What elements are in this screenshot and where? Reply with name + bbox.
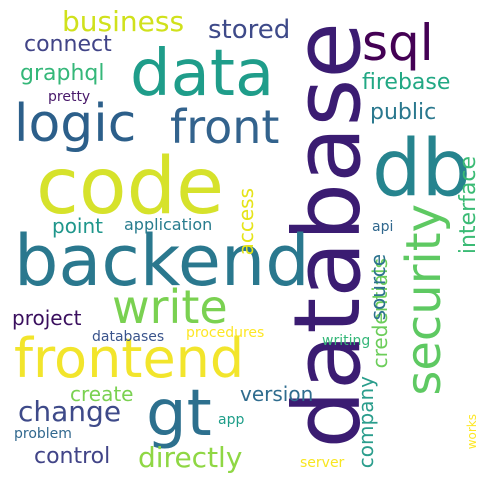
- word-server: server: [300, 455, 345, 471]
- word-pretty: pretty: [48, 89, 91, 105]
- word-application: application: [124, 215, 213, 234]
- word-access: access: [234, 188, 258, 256]
- word-point: point: [52, 214, 104, 238]
- word-directly: directly: [138, 441, 243, 474]
- word-app: app: [218, 412, 245, 428]
- word-works: works: [465, 414, 479, 450]
- word-change: change: [18, 395, 122, 428]
- word-frontend: frontend: [14, 327, 245, 390]
- word-create: create: [70, 382, 134, 406]
- word-stored: stored: [208, 15, 291, 45]
- word-connect: connect: [24, 32, 112, 57]
- word-backend: backend: [14, 220, 310, 302]
- word-api: api: [372, 219, 394, 235]
- word-graphql: graphql: [20, 61, 105, 86]
- word-data: data: [130, 37, 275, 111]
- word-logic: logic: [14, 94, 137, 154]
- word-firebase: firebase: [362, 70, 451, 95]
- word-writing: writing: [322, 333, 371, 349]
- word-source: source: [366, 254, 390, 321]
- word-databases: databases: [92, 329, 165, 345]
- word-problem: problem: [14, 426, 72, 442]
- word-gt: gt: [146, 377, 212, 451]
- word-db: db: [372, 124, 472, 214]
- word-security: security: [396, 204, 452, 396]
- word-sql: sql: [362, 14, 434, 72]
- word-interface: interface: [456, 156, 481, 255]
- word-code: code: [36, 142, 225, 232]
- word-front: front: [170, 100, 280, 154]
- word-write: write: [112, 280, 228, 334]
- word-project: project: [12, 306, 82, 330]
- word-procedures: procedures: [186, 325, 265, 341]
- word-version: version: [240, 382, 314, 406]
- word-public: public: [370, 100, 437, 125]
- word-company: company: [354, 376, 378, 469]
- word-control: control: [34, 444, 111, 469]
- word-business: business: [62, 5, 185, 38]
